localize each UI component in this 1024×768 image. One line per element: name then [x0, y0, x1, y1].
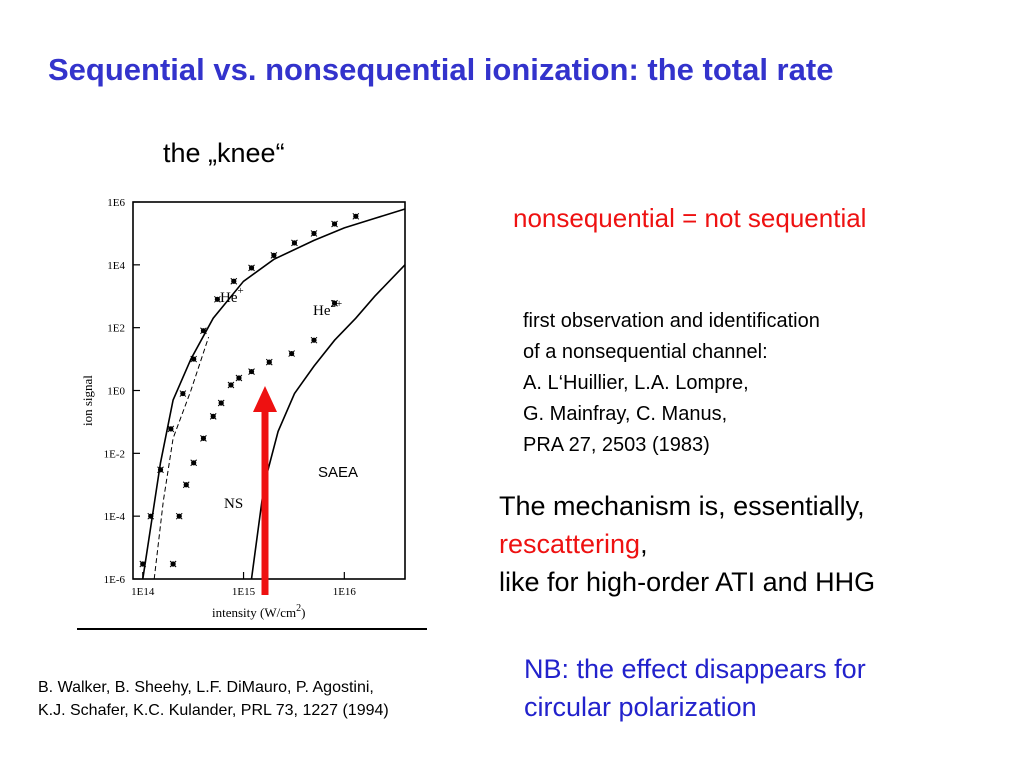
- y-tick-label: 1E0: [107, 386, 125, 398]
- data-point-cross: [227, 381, 235, 389]
- y-tick-label: 1E6: [107, 197, 125, 209]
- x-axis-label: intensity (W/cm2): [212, 603, 305, 620]
- ion-signal-figure: 1E14 1E15 1E16 1E6 1E4 1E2 1E0 1E-2 1E-4 1E-6 He+…: [80, 197, 406, 620]
- x-tick-label: 1E16: [333, 586, 357, 598]
- x-tick-label: 1E15: [232, 586, 256, 598]
- nb-line: circular polarization: [524, 692, 757, 722]
- y-tick-label: 1E2: [107, 323, 125, 335]
- first-observation-line: of a nonsequential channel:: [523, 341, 768, 363]
- y-tick-label: 1E-6: [104, 574, 126, 586]
- data-point-cross: [331, 299, 338, 307]
- y-tick-label: 1E-2: [104, 448, 125, 460]
- data-point-cross: [331, 220, 338, 228]
- y-tick-label: 1E-4: [104, 511, 126, 523]
- mechanism-comma: ,: [640, 529, 648, 559]
- x-tick-label: 1E14: [131, 586, 155, 598]
- first-observation-line: PRA 27, 2503 (1983): [523, 434, 710, 456]
- series-line: [153, 336, 210, 580]
- first-observation-line: first observation and identification: [523, 310, 820, 332]
- first-observation-block: first observation and identification of …: [523, 306, 820, 461]
- annotation-ns: NS: [224, 496, 243, 512]
- data-point-cross: [169, 560, 177, 568]
- data-point-cross: [248, 264, 255, 272]
- reference-line: K.J. Schafer, K.C. Kulander, PRL 73, 122…: [38, 702, 389, 719]
- red-arrow: [253, 386, 277, 595]
- data-point-cross: [182, 481, 190, 489]
- figure-underline: [77, 628, 427, 630]
- data-point-cross: [352, 212, 360, 220]
- nonsequential-definition: nonsequential = not sequential: [513, 203, 867, 233]
- data-point-cross: [190, 459, 198, 467]
- data-point-cross: [175, 512, 183, 520]
- series-line: [250, 264, 406, 580]
- first-observation-line: A. L‘Huillier, L.A. Lompre,: [523, 372, 749, 394]
- data-point-cross: [310, 230, 318, 237]
- reference-citation: B. Walker, B. Sheehy, L.F. DiMauro, P. A…: [38, 676, 389, 722]
- rescattering-keyword: rescattering: [499, 529, 641, 559]
- y-tick-label: 1E4: [107, 260, 125, 272]
- plot-frame: [132, 201, 406, 580]
- annotation-he-2plus: He2+: [313, 298, 342, 319]
- data-point-cross: [209, 413, 217, 420]
- first-observation-line: G. Mainfray, C. Manus,: [523, 403, 728, 425]
- mechanism-line-1: The mechanism is, essentially,: [499, 491, 865, 521]
- data-point-cross: [230, 277, 238, 285]
- data-point-cross: [291, 239, 298, 247]
- nb-line: NB: the effect disappears for: [524, 654, 866, 684]
- data-point-cross: [235, 374, 243, 382]
- data-point-cross: [214, 295, 221, 303]
- data-point-cross: [288, 350, 295, 357]
- data-point-cross: [270, 252, 278, 259]
- data-point-cross: [167, 425, 175, 433]
- data-point-cross: [179, 390, 187, 397]
- red-arrow-head: [253, 386, 277, 412]
- data-point-cross: [217, 399, 225, 407]
- mechanism-line-3: like for high-order ATI and HHG: [499, 567, 876, 597]
- mechanism-block: The mechanism is, essentially, rescatter…: [499, 487, 875, 601]
- series-line: [142, 208, 406, 580]
- data-point-cross: [248, 368, 255, 375]
- knee-label: the „knee“: [163, 138, 285, 168]
- reference-line: B. Walker, B. Sheehy, L.F. DiMauro, P. A…: [38, 679, 374, 696]
- annotation-he-plus: He+: [220, 285, 244, 306]
- data-point-cross: [310, 336, 318, 344]
- annotation-saea: SAEA: [318, 464, 358, 481]
- y-axis-label: ion signal: [80, 375, 95, 426]
- mechanism-line-2: rescattering,: [499, 525, 875, 563]
- data-point-cross: [265, 358, 273, 366]
- nb-note: NB: the effect disappears for circular p…: [524, 650, 866, 726]
- data-point-cross: [200, 434, 207, 442]
- slide-title: Sequential vs. nonsequential ionization:…: [48, 52, 834, 87]
